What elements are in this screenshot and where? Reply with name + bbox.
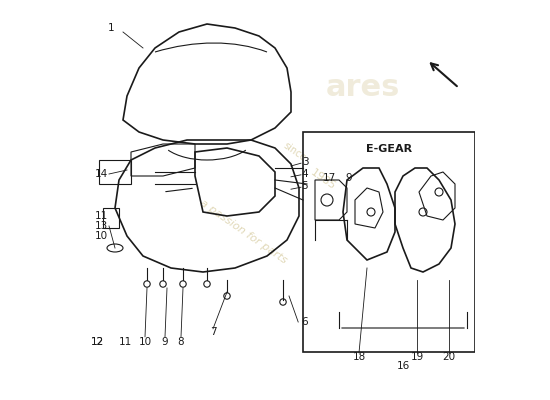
Text: 14: 14 (95, 169, 108, 179)
Text: E-GEAR: E-GEAR (366, 144, 412, 154)
Text: 20: 20 (442, 352, 455, 362)
Text: 7: 7 (210, 327, 216, 337)
Bar (103, 208, 119, 228)
Text: 5: 5 (302, 181, 309, 191)
Text: 3: 3 (302, 157, 309, 167)
Text: 16: 16 (397, 361, 410, 371)
Text: 8: 8 (178, 337, 184, 347)
Text: 9: 9 (162, 337, 168, 347)
Text: 10: 10 (139, 337, 152, 347)
Text: 1985: 1985 (309, 168, 338, 192)
Text: 9: 9 (346, 173, 353, 183)
Text: a passion for parts: a passion for parts (197, 198, 288, 266)
Text: ares: ares (326, 74, 400, 102)
Text: 10: 10 (95, 231, 108, 241)
Text: 18: 18 (353, 352, 366, 362)
Text: 6: 6 (302, 317, 309, 327)
Bar (303, 132, 475, 352)
Text: 12: 12 (90, 337, 103, 347)
Text: since: since (282, 140, 309, 164)
Text: 1: 1 (108, 23, 114, 33)
Text: 17: 17 (322, 173, 335, 183)
Text: 4: 4 (302, 169, 309, 179)
Text: 12: 12 (90, 337, 103, 347)
Text: 19: 19 (410, 352, 424, 362)
Text: 13: 13 (95, 221, 108, 231)
Text: 11: 11 (95, 211, 108, 221)
Text: 11: 11 (118, 337, 131, 347)
